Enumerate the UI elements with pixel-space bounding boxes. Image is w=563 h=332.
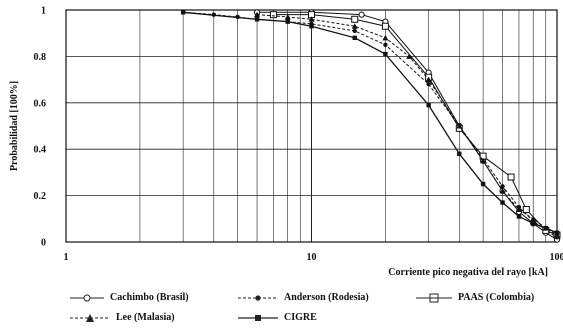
y-axis-label: Probabilidad [100%]	[9, 81, 20, 171]
data-point	[500, 184, 505, 189]
data-point	[269, 11, 277, 19]
data-point	[382, 34, 389, 41]
series-line	[183, 11, 558, 234]
data-point	[352, 35, 357, 41]
y-tick-labels: 0 0.2 0.4 0.6 0.8 1	[34, 6, 47, 249]
legend-swatch-filled-circle-dashed	[238, 294, 278, 301]
y-tick-label: 0.8	[34, 52, 47, 63]
y-tick-label: 0	[41, 238, 46, 249]
legend-swatch-filled-square-solid	[238, 314, 278, 321]
series-4	[180, 10, 560, 235]
data-point	[180, 10, 186, 15]
data-point	[554, 230, 560, 235]
data-point	[531, 221, 536, 226]
data-point	[254, 11, 261, 18]
x-tick-label: 1	[64, 252, 69, 263]
series-3	[254, 11, 560, 238]
legend-swatch-open-circle-solid	[70, 294, 104, 301]
legend-swatch-open-square-solid	[416, 293, 452, 302]
data-point	[381, 22, 389, 30]
legend-item-cigre: CIGRE	[238, 312, 317, 323]
legend-item-lee: Lee (Malasia)	[70, 312, 175, 323]
y-tick-label: 0.4	[34, 145, 47, 156]
legend-label: Cachimbo (Brasil)	[110, 292, 189, 303]
data-point	[457, 151, 462, 157]
data-point	[500, 200, 505, 205]
legend-item-paas: PAAS (Colombia)	[416, 292, 534, 303]
x-tick-label: 10	[307, 252, 317, 263]
data-point	[543, 225, 548, 231]
data-point	[426, 82, 431, 87]
legend-label: CIGRE	[284, 312, 317, 323]
data-point	[383, 42, 388, 47]
data-point	[516, 214, 522, 219]
data-point	[308, 16, 315, 22]
data-point	[480, 157, 487, 164]
data-point	[480, 181, 486, 187]
x-tick-label: 100	[550, 252, 563, 263]
data-point	[530, 215, 537, 222]
data-point	[499, 187, 506, 194]
data-point	[515, 206, 522, 213]
x-axis-label: Corriente pico negativa del rayo [kA]	[388, 267, 548, 278]
data-point	[425, 76, 432, 83]
legend-label: Anderson (Rodesia)	[284, 292, 369, 303]
legend-swatch-filled-triangle-dashed	[70, 313, 110, 322]
data-point	[351, 23, 358, 29]
data-point	[352, 28, 357, 34]
data-point	[254, 17, 260, 22]
data-point	[284, 13, 291, 20]
data-point	[406, 53, 413, 59]
legend-label: PAAS (Colombia)	[458, 292, 535, 303]
data-point	[522, 206, 530, 214]
data-point	[426, 102, 431, 108]
series-line	[183, 11, 558, 238]
legend-item-anderson: Anderson (Rodesia)	[238, 292, 369, 303]
y-tick-label: 1	[41, 6, 46, 17]
series-layer	[180, 9, 561, 243]
data-point	[358, 11, 365, 18]
legend-label: Lee (Malasia)	[116, 312, 175, 323]
data-point	[383, 51, 388, 57]
x-tick-labels: 1 10 100	[64, 252, 563, 263]
data-point	[456, 123, 463, 129]
data-point	[309, 24, 314, 29]
y-tick-label: 0.6	[34, 98, 47, 109]
y-tick-label: 0.2	[34, 191, 47, 202]
data-point	[507, 173, 515, 181]
grid	[66, 10, 557, 242]
series-line	[256, 14, 558, 236]
series-line	[257, 11, 558, 241]
series-2	[269, 11, 561, 239]
legend-item-cachimbo: Cachimbo (Brasil)	[70, 292, 189, 303]
data-point	[351, 15, 359, 23]
data-point	[285, 19, 290, 24]
